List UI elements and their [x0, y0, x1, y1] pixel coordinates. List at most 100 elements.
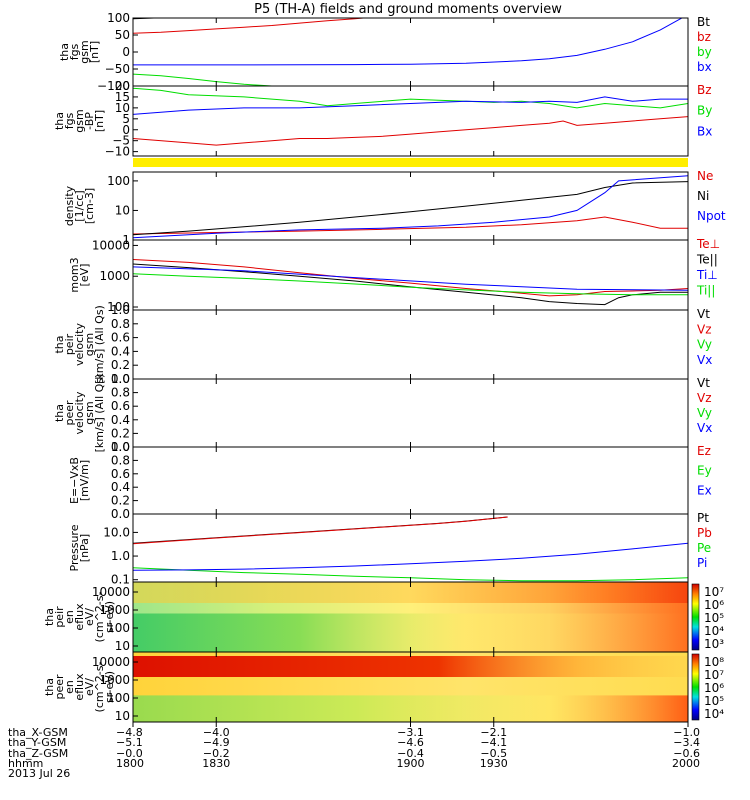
- y-tick-label: 0.4: [111, 413, 130, 427]
- y-axis-label-line: gsm: [83, 333, 96, 356]
- x-axis-value: 1800: [116, 757, 144, 770]
- y-tick-label: 1.0: [111, 372, 130, 386]
- y-tick-label: 10: [115, 639, 130, 653]
- colorbar-tick-label: 10⁶: [704, 681, 724, 695]
- colorbar-tick-label: 10⁷: [704, 585, 724, 599]
- y-tick-label: 0: [122, 45, 130, 59]
- panel-frame: [132, 309, 689, 380]
- y-axis-label-line: tha: [53, 335, 66, 353]
- x-axis-value: −0.6: [673, 747, 700, 760]
- y-tick-label: 1.0: [111, 549, 130, 563]
- y-tick-label: 0: [122, 123, 130, 137]
- y-axis-label-line: sr-eV): [103, 671, 116, 703]
- y-axis-label-line: peir: [53, 606, 66, 628]
- x-axis-value: −0.4: [397, 747, 424, 760]
- y-axis-label-line: [km/s] (All Qs): [93, 374, 106, 453]
- y-tick-label: 0.4: [111, 344, 130, 358]
- y-tick-label: 0.6: [111, 331, 130, 345]
- y-tick-label: 0.6: [111, 467, 130, 481]
- legend-entry: Vy: [697, 338, 712, 352]
- series-ne-line: [133, 216, 688, 235]
- y-tick-label: 0.0: [111, 440, 130, 454]
- legend-entry: Vx: [697, 421, 712, 435]
- series-by-line: [133, 87, 688, 109]
- panel-frame: [132, 378, 689, 448]
- panel-3: 100 10 1 Ne Ni Npot density[1/cc][cm-3]: [63, 169, 726, 247]
- y-tick-label: −5: [112, 134, 130, 148]
- colorbar-tick-label: 10⁵: [704, 694, 724, 708]
- y-tick-label: 0.8: [111, 317, 130, 331]
- y-axis-label-line: [km/s] (All Qs): [93, 305, 106, 384]
- y-tick-label: 10000: [92, 655, 130, 669]
- y-axis-label-line: [mV/m]: [78, 460, 91, 501]
- y-axis-label-line: -BP: [83, 112, 96, 130]
- x-axis-value: −4.9: [203, 736, 230, 749]
- y-tick-label: −50: [105, 62, 130, 76]
- y-tick-label: 0.6: [111, 399, 130, 413]
- x-axis-value: −3.4: [673, 736, 700, 749]
- series-ni-line: [133, 181, 688, 236]
- series-te-line: [133, 263, 688, 306]
- y-tick-label: 10: [115, 709, 130, 723]
- x-axis-row-label: tha_Z-GSM: [8, 747, 68, 760]
- x-axis-value: −3.1: [397, 726, 424, 739]
- panel-frame: [132, 239, 689, 311]
- legend-entry: Vt: [697, 376, 710, 390]
- y-tick-label: 0.2: [111, 494, 130, 508]
- colorbar-tick-label: 10⁸: [704, 655, 724, 669]
- x-axis-row-label: tha_X-GSM: [8, 726, 68, 739]
- x-axis-value: −4.8: [116, 726, 143, 739]
- panel-4: 10000 1000 100 Te⊥ Te||Ti⊥ Ti|| mom3[eV]: [68, 237, 720, 314]
- x-axis-value: −2.1: [480, 726, 507, 739]
- y-axis-label-line: en: [63, 680, 76, 694]
- x-axis-value: −5.1: [116, 736, 143, 749]
- ion-spectrogram-low-energy: [133, 613, 688, 652]
- y-tick-label: 1000: [99, 603, 130, 617]
- y-axis-label-line: eflux: [73, 673, 86, 701]
- legend-entry: Te⊥: [696, 237, 720, 251]
- y-tick-label: 100: [107, 174, 130, 188]
- series-group: [133, 259, 688, 306]
- y-axis-label-line: Pressure: [68, 524, 81, 571]
- legend-entry: Bz: [697, 83, 712, 97]
- yellow-status-bar: [133, 158, 688, 167]
- legend-entry: Npot: [697, 209, 726, 223]
- y-axis-label-line: gsm: [78, 40, 91, 63]
- legend-entry: bz: [697, 30, 711, 44]
- x-axis-value: 2000: [672, 757, 700, 770]
- legend-entry: Ti⊥: [696, 268, 718, 282]
- y-tick-label: 0.0: [111, 507, 130, 521]
- x-axis-row-label: tha_Y-GSM: [8, 736, 66, 749]
- y-tick-label: 1.0: [111, 440, 130, 454]
- y-axis-label-line: tha: [58, 43, 71, 61]
- y-axis-label-line: fgs: [63, 112, 76, 129]
- y-tick-label: 100: [107, 691, 130, 705]
- series-ti-line: [133, 266, 688, 291]
- y-tick-label: −100: [97, 79, 130, 93]
- legend-entry: Vz: [697, 322, 712, 336]
- plot-title: P5 (TH-A) fields and ground moments over…: [254, 2, 562, 17]
- series-group: [133, 175, 688, 239]
- y-axis-label-line: gsm: [73, 109, 86, 132]
- y-tick-label: 0.8: [111, 453, 130, 467]
- legend-entry: Vt: [697, 307, 710, 321]
- legend-entry: bx: [697, 60, 712, 74]
- colorbar-tick-label: 10⁵: [704, 611, 724, 625]
- legend-entry: by: [697, 45, 712, 59]
- colorbar: [691, 583, 700, 651]
- y-tick-label: 1: [122, 233, 130, 247]
- x-axis-value: −4.0: [203, 726, 230, 739]
- x-axis-value: −4.6: [397, 736, 424, 749]
- y-axis-label-line: eV/: [83, 678, 96, 696]
- y-axis-label-line: [nT]: [93, 110, 106, 132]
- series-by-line: [133, 73, 272, 86]
- y-axis-label-line: eflux: [73, 603, 86, 631]
- legend-entry: Ni: [697, 189, 709, 203]
